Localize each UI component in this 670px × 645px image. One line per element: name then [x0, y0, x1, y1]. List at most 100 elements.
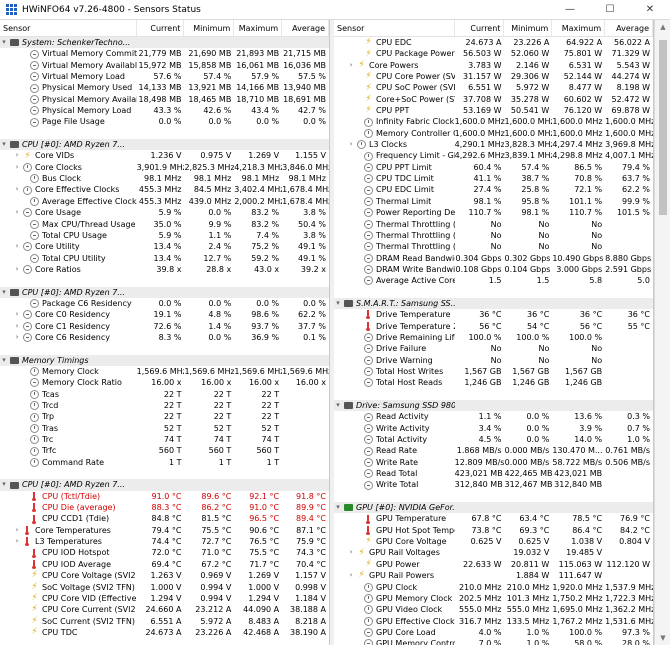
expand-arrow-icon[interactable]: › — [349, 140, 353, 149]
expand-arrow-icon[interactable]: › — [15, 332, 19, 341]
expand-arrow-icon[interactable]: › — [15, 321, 19, 330]
expand-arrow-icon[interactable]: › — [349, 571, 353, 580]
sensor-row[interactable]: GPU Video Clock 555.0 MHz 555.0 MHz 1,695.0… — [334, 604, 653, 615]
column-header-sensor[interactable]: Sensor — [334, 20, 455, 36]
sensor-row[interactable]: Write Activity 3.4 % 0.0 % 3.9 % 0.7 % — [334, 423, 653, 434]
collapse-arrow-icon[interactable]: ▾ — [336, 401, 340, 409]
sensor-row[interactable]: Tras 52 T 52 T 52 T — [0, 423, 329, 434]
sensor-row[interactable]: GPU Hot Spot Temperature 73.8 °C 69.3 °C 86… — [334, 525, 653, 536]
sensor-group-header[interactable]: ▾ S.M.A.R.T.: Samsung SS... — [334, 297, 653, 310]
sensor-row[interactable]: Drive Remaining Life 100.0 % 100.0 % 100.0 … — [334, 332, 653, 343]
sensor-row[interactable]: Average Effective Clock 455.3 MHz 439.0 MH… — [0, 196, 329, 207]
sensor-row[interactable]: Virtual Memory Available 15,972 MB 15,858 … — [0, 60, 329, 71]
collapse-arrow-icon[interactable]: ▾ — [2, 140, 6, 149]
sensor-row[interactable]: › Core Powers 3.783 W 2.146 W 6.531 W 5.543 W — [334, 60, 653, 71]
sensor-row[interactable]: GPU Memory Controller L... 7.0 % 1.0 % 58.0… — [334, 638, 653, 645]
expand-arrow-icon[interactable]: › — [349, 60, 353, 69]
sensor-row[interactable]: CPU Core VID (Effective) 1.294 V 0.994 V 1.… — [0, 593, 329, 604]
sensor-row[interactable]: Read Activity 1.1 % 0.0 % 13.6 % 0.3 % — [334, 411, 653, 422]
sensor-row[interactable]: Trcd 22 T 22 T 22 T — [0, 400, 329, 411]
sensor-row[interactable]: › Core Usage 5.9 % 0.0 % 83.2 % 3.8 % — [0, 207, 329, 218]
sensor-row[interactable]: Drive Warning No No No — [334, 355, 653, 366]
expand-arrow-icon[interactable]: › — [15, 208, 19, 217]
vertical-scrollbar[interactable]: ▲ ▼ — [654, 20, 670, 645]
sensor-row[interactable]: Drive Temperature 36 °C 36 °C 36 °C 36 °C — [334, 309, 653, 320]
sensor-row[interactable]: CPU PPT Limit 60.4 % 57.4 % 86.5 % 79.4 % — [334, 162, 653, 173]
sensor-row[interactable]: CPU IOD Average 69.4 °C 67.2 °C 71.7 °C 70.4… — [0, 559, 329, 570]
column-header-maximum[interactable]: Maximum — [552, 20, 606, 36]
collapse-arrow-icon[interactable]: ▾ — [2, 355, 6, 364]
sensor-row[interactable]: Frequency Limit - Global4,292.6 MHz3,839… — [334, 150, 653, 161]
sensor-row[interactable]: Tcas 22 T 22 T 22 T — [0, 389, 329, 400]
sensor-row[interactable]: Total Activity 4.5 % 0.0 % 14.0 % 1.0 % — [334, 434, 653, 445]
sensor-row[interactable]: CPU EDC 24.673 A 23.226 A 64.922 A 56.022 A — [334, 37, 653, 48]
sensor-row[interactable]: SoC Current (SVI2 TFN) 6.551 A 5.972 A 8.48… — [0, 616, 329, 627]
sensor-group-header[interactable]: ▾ Drive: Samsung SSD 980 ... — [334, 400, 653, 412]
column-header-average[interactable]: Average — [605, 20, 653, 36]
column-header-current[interactable]: Current — [137, 20, 185, 36]
minimize-icon[interactable]: — — [565, 4, 575, 15]
sensor-group-header[interactable]: ▾ GPU [#0]: NVIDIA GeFor... — [334, 502, 653, 514]
sensor-row[interactable]: › Core C0 Residency 19.1 % 4.8 % 98.6 % 62.2 … — [0, 309, 329, 320]
column-header-maximum[interactable]: Maximum — [234, 20, 283, 36]
sensor-group-header[interactable]: ▾ System: SchenkerTechno... — [0, 37, 329, 49]
expand-arrow-icon[interactable]: › — [349, 548, 353, 557]
sensor-row[interactable]: Physical Memory Load 43.3 % 42.6 % 43.4 % 42… — [0, 105, 329, 116]
scroll-down-icon[interactable]: ▼ — [660, 634, 666, 642]
scrollbar-thumb[interactable] — [659, 40, 667, 215]
scroll-up-icon[interactable]: ▲ — [660, 23, 666, 31]
sensor-row[interactable]: Thermal Throttling (PROC... No No No — [334, 230, 653, 241]
sensor-row[interactable]: Virtual Memory Committed21,779 MB 21,690 … — [0, 48, 329, 59]
sensor-row[interactable]: Total Host Reads 1,246 GB 1,246 GB 1,246 GB — [334, 377, 653, 388]
column-header-average[interactable]: Average — [282, 20, 329, 36]
sensor-row[interactable]: Physical Memory Available18,498 MB 18,465… — [0, 94, 329, 105]
sensor-row[interactable]: Power Reporting Deviatio... 110.7 % 98.1 %… — [334, 207, 653, 218]
sensor-group-header[interactable]: ▾ CPU [#0]: AMD Ryzen 7... — [0, 479, 329, 491]
sensor-row[interactable]: › L3 Clocks 4,290.1 MHz 3,828.3 MHz 4,297.4 … — [334, 139, 653, 150]
sensor-row[interactable]: Thermal Throttling (HTC) No No No — [334, 219, 653, 230]
sensor-row[interactable]: GPU Effective Clock 316.7 MHz 133.5 MHz 1,7… — [334, 616, 653, 627]
panel-splitter[interactable] — [330, 20, 334, 645]
sensor-row[interactable]: CPU IOD Hotspot 72.0 °C 71.0 °C 75.5 °C 74.3… — [0, 547, 329, 558]
sensor-row[interactable]: Total CPU Utility 13.4 % 12.7 % 59.2 % 49.1 … — [0, 253, 329, 264]
sensor-row[interactable]: › Core Ratios 39.8 x 28.8 x 43.0 x 39.2 x — [0, 264, 329, 275]
sensor-group-header[interactable]: ▾ CPU [#0]: AMD Ryzen 7... — [0, 286, 329, 298]
expand-arrow-icon[interactable]: › — [15, 185, 19, 194]
sensor-row[interactable]: › Core Temperatures 79.4 °C 75.5 °C 90.6 °C 8… — [0, 525, 329, 536]
expand-arrow-icon[interactable]: › — [15, 264, 19, 273]
sensor-row[interactable]: Memory Clock Ratio 16.00 x 16.00 x 16.00 x 1… — [0, 377, 329, 388]
sensor-row[interactable]: CPU (Tctl/Tdie) 91.0 °C 89.6 °C 92.1 °C 91.8… — [0, 491, 329, 502]
sensor-row[interactable]: Write Total 312,840 MB 312,467 MB 312,840 M… — [334, 479, 653, 490]
sensor-row[interactable]: Total CPU Usage 5.9 % 1.1 % 7.4 % 3.8 % — [0, 230, 329, 241]
sensor-row[interactable]: CPU CCD1 (Tdie) 84.8 °C 81.5 °C 96.5 °C 89.4… — [0, 513, 329, 524]
sensor-row[interactable]: CPU EDC Limit 27.4 % 25.8 % 72.1 % 62.2 % — [334, 184, 653, 195]
sensor-row[interactable]: › Core VIDs 1.236 V 0.975 V 1.269 V 1.155 V — [0, 150, 329, 161]
sensor-row[interactable]: Drive Failure No No No — [334, 343, 653, 354]
sensor-row[interactable]: CPU Package Power 56.503 W 52.060 W 75.801 … — [334, 48, 653, 59]
column-header-minimum[interactable]: Minimum — [184, 20, 235, 36]
expand-arrow-icon[interactable]: › — [15, 525, 19, 534]
sensor-row[interactable]: Total Host Writes 1,567 GB 1,567 GB 1,567 G… — [334, 366, 653, 377]
sensor-row[interactable]: Thermal Limit 98.1 % 95.8 % 101.1 % 99.9 % — [334, 196, 653, 207]
sensor-row[interactable]: Read Total 423,021 MB 422,465 MB 423,021 MB — [334, 468, 653, 479]
close-icon[interactable]: ✕ — [645, 4, 655, 15]
expand-arrow-icon[interactable]: › — [15, 242, 19, 251]
sensor-row[interactable]: › GPU Rail Voltages 19.032 V 19.485 V — [334, 547, 653, 558]
sensor-row[interactable]: Max CPU/Thread Usage 35.0 % 9.9 % 83.2 % 50.… — [0, 219, 329, 230]
column-header-minimum[interactable]: Minimum — [504, 20, 553, 36]
sensor-row[interactable]: GPU Core Voltage 0.625 V 0.625 V 1.038 V 0.8… — [334, 536, 653, 547]
expand-arrow-icon[interactable]: › — [15, 162, 19, 171]
collapse-arrow-icon[interactable]: ▾ — [336, 503, 340, 512]
sensor-row[interactable]: Trc 74 T 74 T 74 T — [0, 434, 329, 445]
sensor-row[interactable]: › Core Effective Clocks 455.3 MHz 84.5 MHz 3… — [0, 184, 329, 195]
sensor-row[interactable]: GPU Temperature 67.8 °C 63.4 °C 78.5 °C 76.9… — [334, 513, 653, 524]
sensor-row[interactable]: Drive Temperature 2 56 °C 54 °C 56 °C 55 °C — [334, 321, 653, 332]
sensor-row[interactable]: GPU Clock 210.0 MHz 210.0 MHz 1,920.0 MHz 1,… — [334, 582, 653, 593]
expand-arrow-icon[interactable]: › — [15, 537, 19, 546]
collapse-arrow-icon[interactable]: ▾ — [336, 298, 340, 307]
sensor-row[interactable]: CPU Core Voltage (SVI2 ... 1.263 V 0.969 V… — [0, 570, 329, 581]
sensor-row[interactable]: Memory Controller Clock ...1,600.0 MHz1,… — [334, 128, 653, 139]
expand-arrow-icon[interactable]: › — [15, 151, 19, 160]
